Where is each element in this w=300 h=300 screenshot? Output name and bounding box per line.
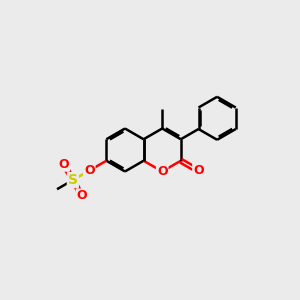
Text: O: O [193, 164, 204, 177]
Text: O: O [157, 165, 167, 178]
Text: O: O [77, 189, 87, 203]
Text: S: S [68, 173, 78, 187]
Text: O: O [84, 164, 94, 177]
Text: O: O [58, 158, 69, 171]
